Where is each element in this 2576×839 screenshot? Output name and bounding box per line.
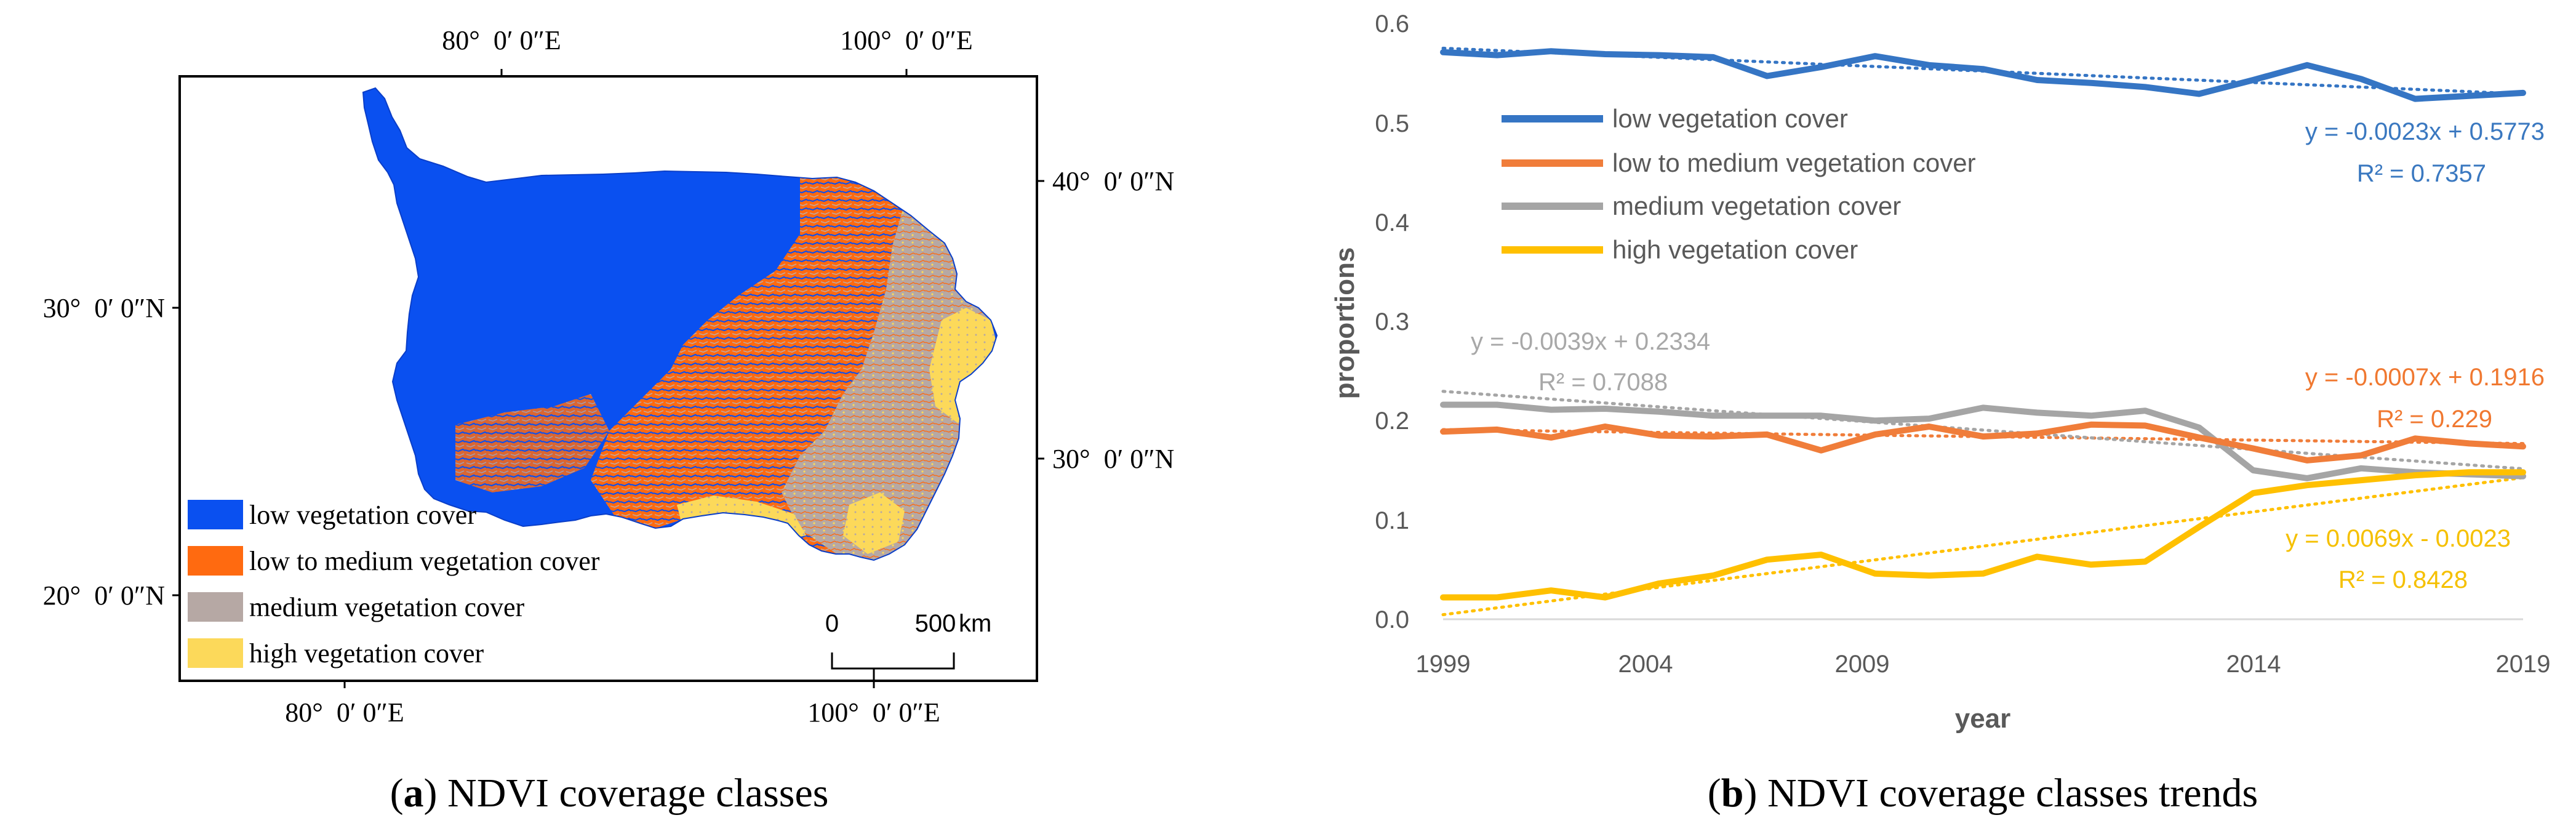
bottom-lon-label-100: 100° 0′ 0″E [807, 697, 940, 728]
legend-swatch-medium [188, 592, 243, 622]
data-series [1440, 48, 2526, 601]
scale-bar-start: 0 [825, 610, 839, 637]
x-axis-title: year [1955, 704, 2011, 734]
y-tick-label: 0.1 [1375, 507, 1409, 534]
scale-bar-end: 500 [915, 610, 956, 637]
legend-text-low: low vegetation cover [1612, 104, 1848, 133]
legend-text-medium: medium vegetation cover [1612, 191, 1901, 220]
scale-bar-line [831, 652, 955, 670]
panel-b-chart: 0.0 0.1 0.2 0.3 0.4 0.5 0.6 1999 2004 20… [1330, 10, 2550, 816]
legend-swatch-low-to-medium [188, 546, 243, 576]
y-tick-label: 0.2 [1375, 407, 1409, 435]
panel-a-caption-text: NDVI coverage classes [438, 771, 829, 816]
panel-a-caption: (a) NDVI coverage classes [390, 771, 829, 816]
equation-high: y = 0.0069x - 0.0023 [2286, 525, 2511, 552]
y-tick-label: 0.0 [1375, 606, 1409, 633]
legend-label-low: low vegetation cover [249, 500, 476, 530]
y-tick-label: 0.4 [1375, 209, 1409, 236]
left-lat-label-20: 20° 0′ 0″N [43, 580, 165, 611]
legend-label-low-to-medium: low to medium vegetation cover [249, 546, 600, 576]
y-tick-labels: 0.0 0.1 0.2 0.3 0.4 0.5 0.6 [1375, 10, 1409, 633]
legend-label-high: high vegetation cover [249, 638, 484, 668]
r2-low-to-medium: R² = 0.229 [2377, 406, 2492, 433]
top-lon-label-80: 80° 0′ 0″E [442, 25, 561, 55]
medium-cover-region [782, 203, 997, 560]
right-lat-label-30: 30° 0′ 0″N [1052, 444, 1174, 474]
panel-a-caption-letter: a [404, 771, 424, 816]
legend-label-medium: medium vegetation cover [249, 592, 525, 622]
high-cover-region-southeast [843, 492, 905, 554]
x-tick-label: 2004 [1618, 651, 1673, 678]
x-tick-labels: 1999 2004 2009 2014 2019 [1416, 651, 2551, 678]
panel-b-caption-letter: b [1721, 771, 1744, 816]
r2-high: R² = 0.8428 [2338, 566, 2468, 593]
y-axis-title: proportions [1330, 247, 1360, 399]
y-tick-label: 0.5 [1375, 110, 1409, 137]
panel-b-caption: (b) NDVI coverage classes trends [1708, 771, 2258, 816]
series-line-high [1440, 469, 2526, 601]
left-lat-label-30: 30° 0′ 0″N [43, 293, 165, 323]
trend-equations: y = -0.0023x + 0.5773 R² = 0.7357 y = -0… [1471, 118, 2545, 593]
y-tick-label: 0.6 [1375, 10, 1409, 38]
scale-bar: 0 500 km [825, 610, 991, 681]
panel-b-caption-text: NDVI coverage classes trends [1757, 771, 2258, 816]
r2-medium: R² = 0.7088 [1538, 369, 1668, 396]
series-line-medium [1440, 401, 2526, 481]
legend-text-low-to-medium: low to medium vegetation cover [1612, 148, 1976, 177]
x-tick-label: 1999 [1416, 651, 1471, 678]
y-tick-label: 0.3 [1375, 308, 1409, 335]
x-tick-label: 2019 [2496, 651, 2551, 678]
trendline-high [1441, 476, 2525, 617]
chart-legend: low vegetation cover low to medium veget… [1502, 104, 1976, 264]
map-legend: low vegetation cover low to medium veget… [188, 500, 600, 668]
equation-low-to-medium: y = -0.0007x + 0.1916 [2305, 364, 2545, 391]
x-tick-label: 2014 [2226, 651, 2281, 678]
scale-bar-unit: km [959, 610, 991, 637]
low-to-medium-cover-streaks [455, 394, 609, 492]
panel-a-map: 80° 0′ 0″E 100° 0′ 0″E 80° 0′ 0″E 100° 0… [43, 25, 1175, 816]
right-lat-label-40: 40° 0′ 0″N [1052, 166, 1174, 196]
x-tick-label: 2009 [1835, 651, 1890, 678]
r2-low: R² = 0.7357 [2357, 160, 2486, 187]
bottom-lon-label-80: 80° 0′ 0″E [285, 697, 404, 728]
series-line-low [1440, 48, 2526, 102]
map-ticks [172, 69, 1044, 688]
series-line-low-to-medium [1440, 421, 2526, 464]
top-lon-label-100: 100° 0′ 0″E [840, 25, 972, 55]
equation-low: y = -0.0023x + 0.5773 [2305, 118, 2545, 145]
equation-medium: y = -0.0039x + 0.2334 [1471, 328, 1710, 355]
legend-swatch-high [188, 638, 243, 668]
legend-text-high: high vegetation cover [1612, 235, 1858, 264]
legend-swatch-low [188, 500, 243, 529]
